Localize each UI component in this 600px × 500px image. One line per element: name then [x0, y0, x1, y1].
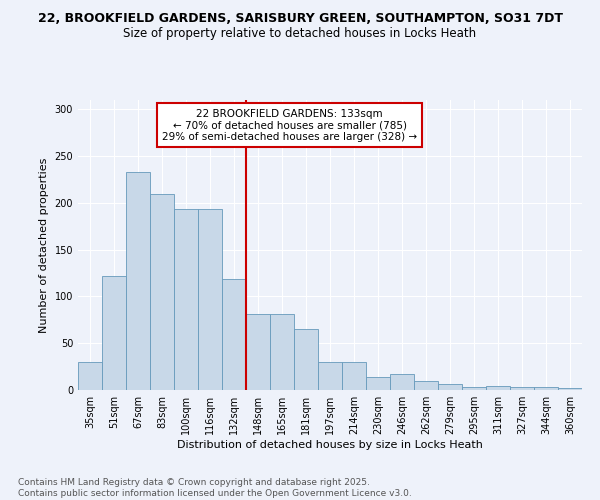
Bar: [246, 314, 270, 390]
Bar: [174, 210, 198, 390]
Bar: [222, 278, 246, 390]
Bar: [342, 362, 366, 390]
Bar: [390, 374, 414, 390]
Bar: [510, 387, 534, 390]
Text: Size of property relative to detached houses in Locks Heath: Size of property relative to detached ho…: [124, 28, 476, 40]
Bar: [318, 362, 342, 390]
Bar: [366, 377, 390, 390]
Bar: [294, 329, 318, 390]
Bar: [414, 380, 438, 390]
Bar: [438, 384, 462, 390]
Y-axis label: Number of detached properties: Number of detached properties: [39, 158, 49, 332]
Text: Contains HM Land Registry data © Crown copyright and database right 2025.
Contai: Contains HM Land Registry data © Crown c…: [18, 478, 412, 498]
Bar: [198, 210, 222, 390]
Text: 22 BROOKFIELD GARDENS: 133sqm
← 70% of detached houses are smaller (785)
29% of : 22 BROOKFIELD GARDENS: 133sqm ← 70% of d…: [162, 108, 417, 142]
Bar: [102, 276, 126, 390]
Bar: [78, 362, 102, 390]
Bar: [150, 194, 174, 390]
Bar: [558, 388, 582, 390]
Bar: [462, 387, 486, 390]
X-axis label: Distribution of detached houses by size in Locks Heath: Distribution of detached houses by size …: [177, 440, 483, 450]
Bar: [534, 387, 558, 390]
Text: 22, BROOKFIELD GARDENS, SARISBURY GREEN, SOUTHAMPTON, SO31 7DT: 22, BROOKFIELD GARDENS, SARISBURY GREEN,…: [37, 12, 563, 26]
Bar: [126, 172, 150, 390]
Bar: [270, 314, 294, 390]
Bar: [486, 386, 510, 390]
